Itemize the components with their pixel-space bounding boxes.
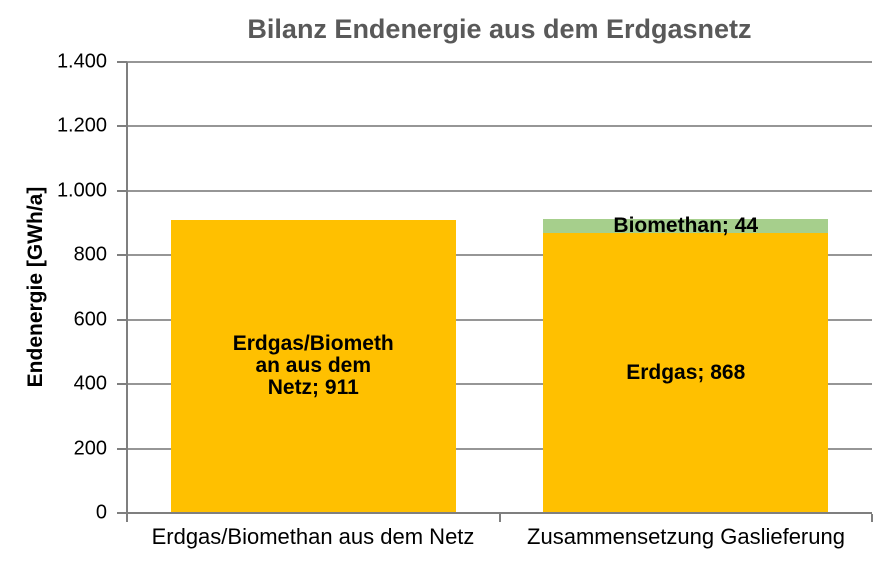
x-axis-tick-0 <box>126 514 128 522</box>
data-label-erdgas: Erdgas; 868 <box>626 361 746 385</box>
y-axis-tick-400 <box>117 383 127 386</box>
y-tick-label-1000: 1.000 <box>56 179 107 202</box>
x-axis-tick-2 <box>871 514 873 522</box>
y-axis-tick-800 <box>117 254 127 257</box>
y-axis-line <box>126 62 128 514</box>
y-tick-label-400: 400 <box>73 372 107 395</box>
chart-title: Bilanz Endenergie aus dem Erdgasnetz <box>247 14 752 44</box>
gridline-800 <box>127 254 872 257</box>
gridline-400 <box>127 383 872 386</box>
gridline-200 <box>127 447 872 450</box>
x-axis-label-category-2: Zusammensetzung Gaslieferung <box>527 524 845 549</box>
bar-segment-erdgas-biomethan-aus-dem-netz <box>170 219 456 513</box>
x-axis-line <box>127 512 872 514</box>
y-axis-tick-1200 <box>117 125 127 128</box>
y-tick-label-600: 600 <box>73 308 107 331</box>
x-axis-label-category-1: Erdgas/Biomethan aus dem Netz <box>151 524 475 549</box>
y-tick-label-0: 0 <box>95 501 107 524</box>
data-label-erdgas-biomethan-aus-dem-netz: Erdgas/Biometh an aus dem Netz; 911 <box>232 332 394 400</box>
y-tick-label-1200: 1.200 <box>56 114 107 137</box>
y-tick-label-800: 800 <box>73 243 107 266</box>
x-axis-tick-1 <box>498 514 501 522</box>
y-axis-tick-0 <box>117 512 127 514</box>
y-tick-label-1400: 1.400 <box>56 50 107 73</box>
bar-segment-biomethan <box>543 219 829 234</box>
gridline-1200 <box>127 125 872 128</box>
data-label-biomethan: Biomethan; 44 <box>613 214 759 238</box>
y-axis-tick-600 <box>117 318 127 321</box>
gridline-1400 <box>127 61 872 63</box>
y-axis-tick-200 <box>117 447 127 450</box>
bar-segment-erdgas <box>543 233 829 513</box>
gridline-1000 <box>127 189 872 192</box>
y-axis-tick-1000 <box>117 189 127 192</box>
y-axis-tick-1400 <box>117 61 127 63</box>
gridline-600 <box>127 318 872 321</box>
y-tick-label-200: 200 <box>73 437 107 460</box>
